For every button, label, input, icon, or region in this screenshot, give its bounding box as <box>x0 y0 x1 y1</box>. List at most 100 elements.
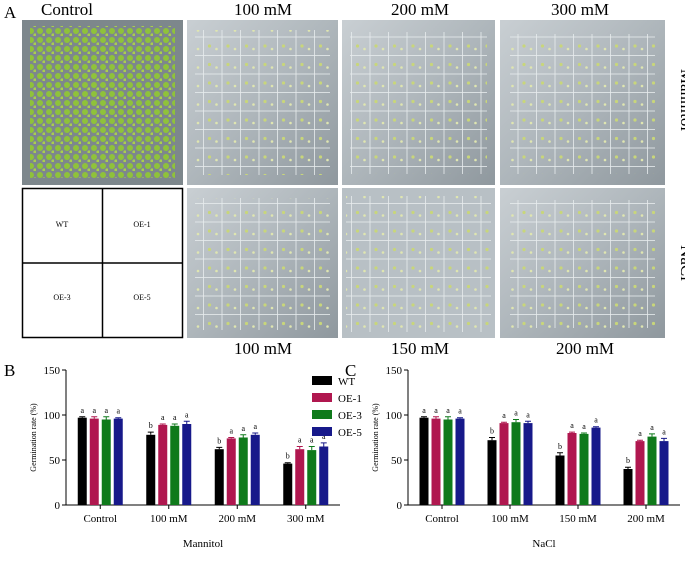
bar <box>283 463 293 505</box>
error-bar <box>593 426 599 428</box>
panel-label: C <box>345 361 356 380</box>
error-bar <box>296 446 303 450</box>
significance-letter: a <box>322 432 326 441</box>
bar <box>591 427 601 505</box>
legend-label: OE-5 <box>338 427 362 439</box>
y-tick-label: 50 <box>49 455 61 467</box>
bar <box>319 446 329 505</box>
y-tick-label: 150 <box>44 365 61 377</box>
x-axis-label: Mannitol <box>183 538 223 550</box>
significance-letter: a <box>92 406 96 415</box>
x-tick-label: 100 mM <box>491 513 529 525</box>
significance-letter: a <box>514 409 518 418</box>
significance-letter: a <box>241 424 245 433</box>
error-bar <box>91 416 98 419</box>
legend-swatch <box>312 427 332 436</box>
legend-label: OE-1 <box>338 393 362 405</box>
significance-letter: a <box>638 429 642 438</box>
bar <box>567 433 577 505</box>
significance-letter: a <box>80 406 84 415</box>
error-bar <box>252 432 259 435</box>
error-bar <box>581 432 587 434</box>
error-bar <box>569 431 575 433</box>
error-bar <box>445 416 451 420</box>
bar <box>511 422 521 505</box>
significance-letter: a <box>662 427 666 436</box>
error-bar <box>649 433 655 437</box>
bar <box>499 423 509 505</box>
error-bar <box>489 437 495 441</box>
column-label: 100 mM <box>234 339 292 358</box>
error-bar <box>661 437 667 442</box>
photo-grid <box>21 20 665 339</box>
x-tick-label: 300 mM <box>287 513 325 525</box>
bar <box>182 424 192 505</box>
error-bar <box>147 431 154 435</box>
bar <box>146 434 156 505</box>
bar <box>443 419 453 505</box>
significance-letter: a <box>173 413 177 422</box>
column-label: 150 mM <box>391 339 449 358</box>
row-label: Mannitol <box>677 69 685 132</box>
error-bar <box>557 452 563 456</box>
significance-letter: b <box>286 452 290 461</box>
panel-label: A <box>4 3 17 22</box>
error-bar <box>457 417 463 419</box>
error-bar <box>501 421 507 424</box>
bar <box>487 440 497 505</box>
significance-letter: a <box>526 410 530 419</box>
error-bar <box>320 442 327 447</box>
bar <box>647 436 657 505</box>
bar <box>579 433 589 505</box>
key-label: OE-3 <box>53 293 70 302</box>
row-label: NaCl <box>677 245 685 281</box>
bar <box>158 424 168 505</box>
bar <box>214 449 224 505</box>
x-tick-label: Control <box>425 513 459 525</box>
y-tick-label: 100 <box>386 410 403 422</box>
bar <box>455 418 465 505</box>
significance-letter: a <box>229 427 233 436</box>
y-tick-label: 100 <box>44 410 61 422</box>
bar <box>295 449 305 505</box>
significance-letter: a <box>161 413 165 422</box>
significance-letter: a <box>434 406 438 415</box>
significance-letter: a <box>298 436 302 445</box>
key-label: OE-5 <box>133 293 150 302</box>
error-bar <box>421 416 427 418</box>
key-label: OE-1 <box>133 220 150 229</box>
error-bar <box>433 416 439 419</box>
bar <box>77 417 87 505</box>
error-bar <box>308 446 315 451</box>
significance-letter: b <box>558 442 562 451</box>
significance-letter: a <box>422 406 426 415</box>
error-bar <box>240 434 247 438</box>
column-label: Control <box>41 0 93 19</box>
y-tick-label: 0 <box>397 500 403 512</box>
error-bar <box>513 419 519 423</box>
x-tick-label: 100 mM <box>150 513 188 525</box>
significance-letter: a <box>582 422 586 431</box>
error-bar <box>637 439 643 442</box>
column-label: 200 mM <box>391 0 449 19</box>
bar <box>623 469 633 505</box>
significance-letter: a <box>116 407 120 416</box>
bar <box>113 418 123 505</box>
error-bar <box>171 423 178 426</box>
error-bar <box>115 417 122 419</box>
error-bar <box>79 416 86 418</box>
significance-letter: a <box>310 436 314 445</box>
bar <box>555 455 565 505</box>
bar <box>226 438 236 505</box>
y-tick-label: 50 <box>391 455 403 467</box>
bar <box>250 434 260 505</box>
y-tick-label: 0 <box>55 500 61 512</box>
y-axis-label: Germination rate (%) <box>29 403 38 472</box>
significance-letter: a <box>253 422 257 431</box>
significance-letter: b <box>626 456 630 465</box>
error-bar <box>284 462 291 464</box>
error-bar <box>216 446 223 450</box>
error-bar <box>525 420 531 424</box>
x-tick-label: 150 mM <box>559 513 597 525</box>
column-label: 300 mM <box>551 0 609 19</box>
